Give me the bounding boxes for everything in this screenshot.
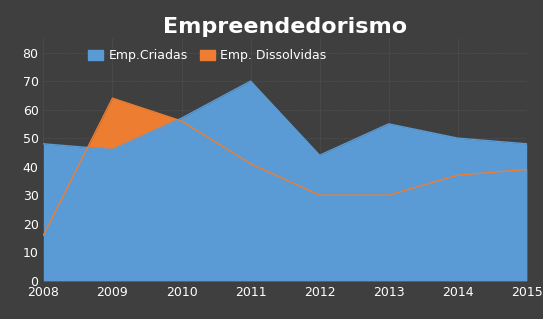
Legend: Emp.Criadas, Emp. Dissolvidas: Emp.Criadas, Emp. Dissolvidas	[89, 49, 326, 63]
Title: Empreendedorismo: Empreendedorismo	[163, 17, 407, 37]
